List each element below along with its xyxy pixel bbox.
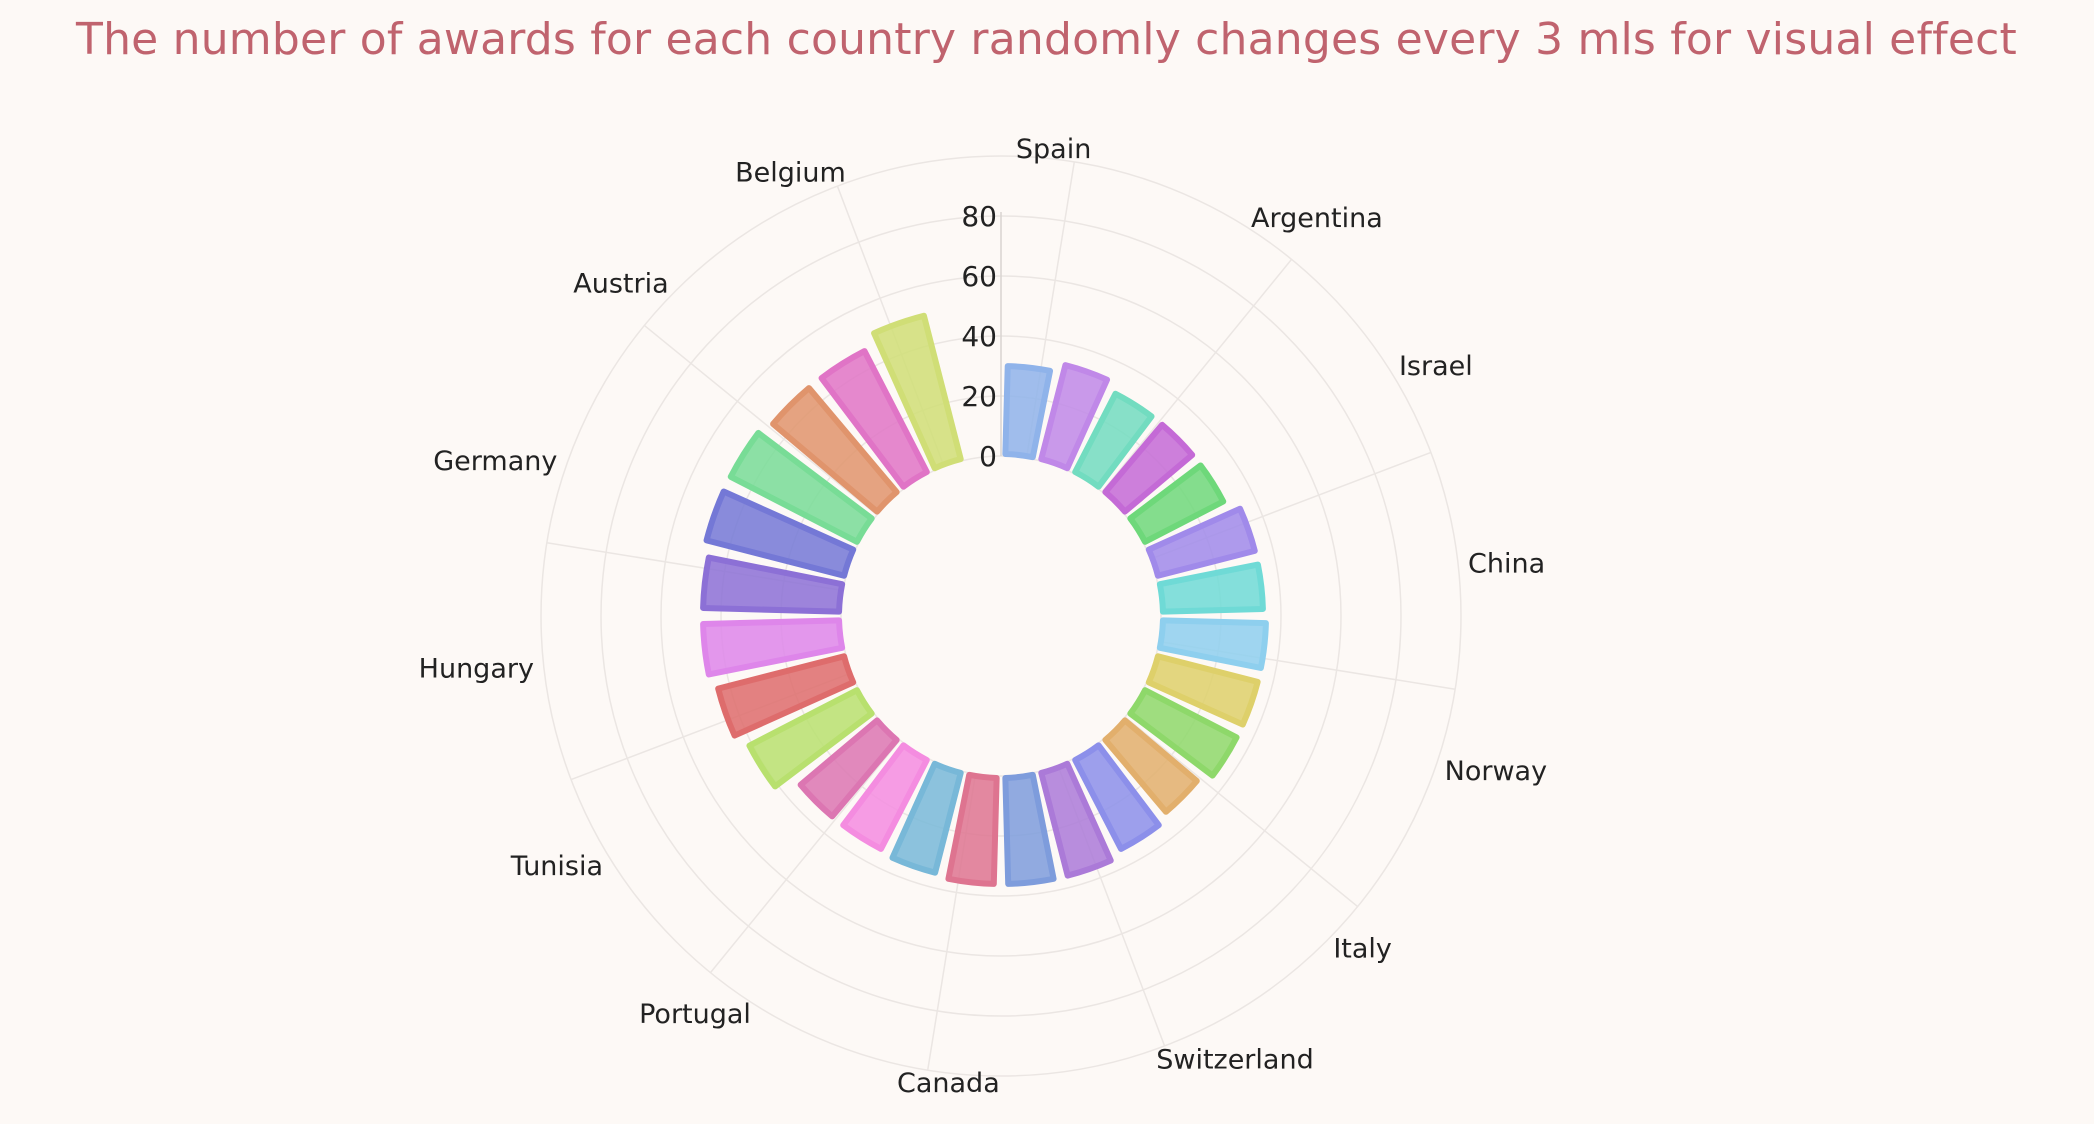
bar[interactable] — [1156, 561, 1266, 615]
grid-spoke — [1124, 716, 1359, 908]
radial-tick-label: 0 — [979, 440, 997, 473]
bar[interactable] — [715, 653, 857, 739]
category-label: Argentina — [1251, 203, 1383, 234]
bar[interactable] — [1145, 653, 1261, 728]
grid-spoke — [709, 739, 901, 974]
category-label: Spain — [1016, 134, 1091, 165]
radial-tick-label: 20 — [961, 380, 997, 413]
bar[interactable] — [1038, 760, 1114, 879]
bar[interactable] — [1002, 771, 1057, 887]
polar-grid — [540, 155, 1462, 1077]
bar[interactable] — [770, 385, 900, 515]
bar[interactable] — [1102, 421, 1196, 515]
category-label: Portugal — [639, 999, 751, 1030]
category-label: Tunisia — [510, 851, 603, 882]
bar[interactable] — [818, 348, 930, 490]
bar[interactable] — [1002, 363, 1054, 461]
bar[interactable] — [1127, 687, 1240, 779]
bar[interactable] — [1038, 362, 1111, 472]
grid-spoke — [643, 324, 878, 516]
bar[interactable] — [871, 312, 964, 472]
category-label: Israel — [1399, 351, 1473, 382]
radial-tick-label: 40 — [961, 320, 997, 353]
bar-series — [700, 312, 1269, 887]
chart-title: The number of awards for each country ra… — [76, 14, 2017, 65]
bar[interactable] — [700, 554, 846, 615]
grid-spoke — [1101, 258, 1293, 493]
bar[interactable] — [1072, 742, 1162, 852]
category-label: Switzerland — [1156, 1045, 1314, 1076]
bar[interactable] — [727, 429, 875, 545]
radial-tick-label: 80 — [961, 200, 997, 233]
bar[interactable] — [840, 742, 930, 852]
bar[interactable] — [945, 771, 1000, 887]
category-label: Belgium — [735, 157, 846, 188]
category-label: Canada — [897, 1068, 1000, 1099]
grid-circle — [540, 155, 1462, 1077]
radial-axis: 0 20 40 60 80 — [961, 200, 997, 473]
category-label: Norway — [1445, 756, 1547, 787]
bar[interactable] — [1102, 717, 1200, 815]
bar[interactable] — [1072, 390, 1155, 490]
category-label: Germany — [433, 446, 557, 477]
radial-tick-label: 60 — [961, 260, 997, 293]
bar[interactable] — [797, 717, 900, 820]
bar[interactable] — [703, 488, 857, 579]
category-label: China — [1468, 548, 1545, 579]
bar[interactable] — [700, 617, 846, 678]
bar[interactable] — [1156, 617, 1269, 671]
bar[interactable] — [746, 687, 875, 790]
bar[interactable] — [889, 760, 964, 876]
bar[interactable] — [1145, 505, 1258, 579]
grid-circle — [840, 455, 1162, 777]
category-label: Austria — [573, 269, 668, 300]
category-label: Hungary — [419, 654, 534, 685]
category-label: Italy — [1333, 933, 1392, 964]
category-labels: Spain Argentina Israel China Norway Italy Swit… — [419, 134, 1547, 1099]
bar[interactable] — [1127, 462, 1227, 545]
